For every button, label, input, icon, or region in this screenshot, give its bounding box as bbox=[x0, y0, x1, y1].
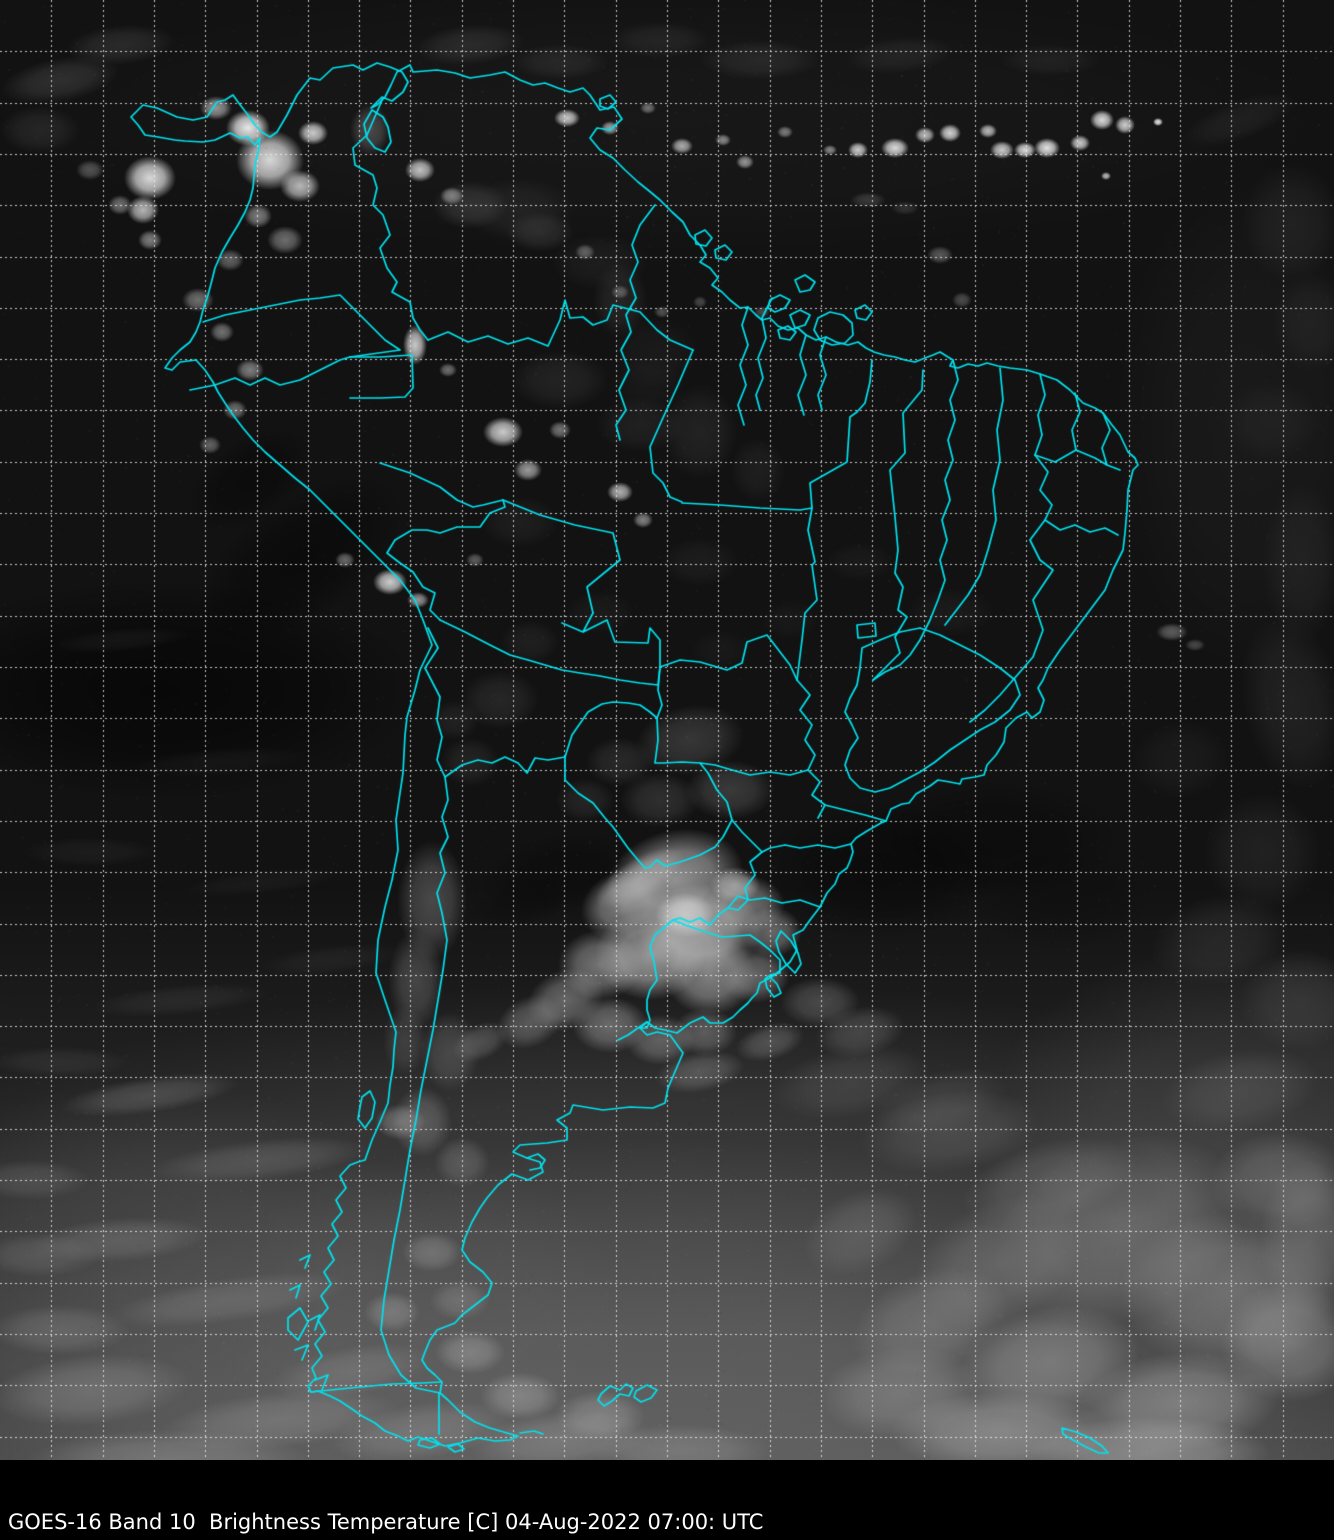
caption-bar: GOES-16 Band 10 Brightness Temperature [… bbox=[0, 1460, 1334, 1540]
product-caption: GOES-16 Band 10 Brightness Temperature [… bbox=[8, 1510, 764, 1534]
